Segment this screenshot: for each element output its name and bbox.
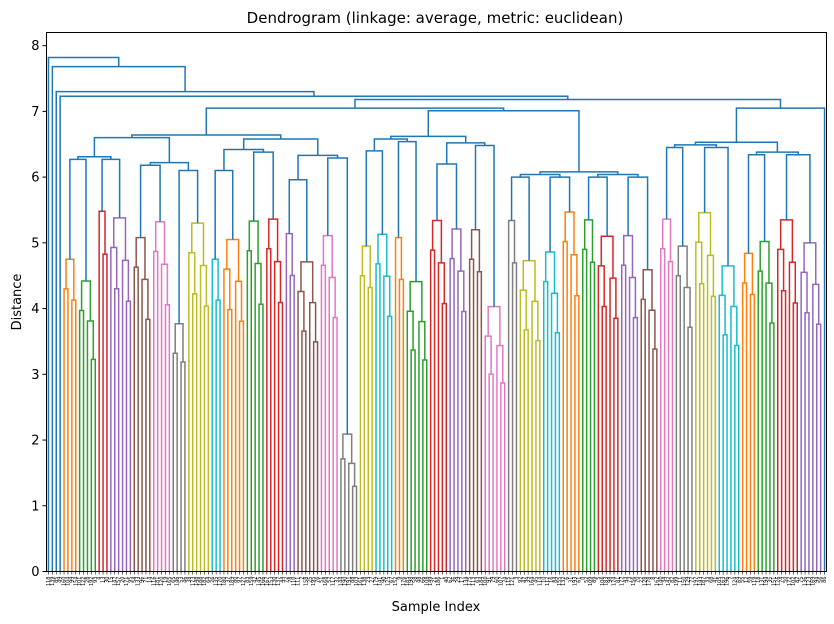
y-tick-label: 5 — [31, 236, 39, 251]
y-tick-label: 8 — [31, 39, 39, 54]
y-tick-label: 3 — [31, 368, 39, 383]
y-tick-label: 2 — [31, 434, 39, 449]
y-tick-label: 1 — [31, 499, 39, 514]
y-tick-label: 4 — [31, 302, 39, 317]
y-tick-label: 7 — [31, 105, 39, 120]
chart-title: Dendrogram (linkage: average, metric: eu… — [247, 9, 624, 27]
y-axis-title: Distance — [10, 274, 25, 331]
x-axis-title: Sample Index — [392, 600, 481, 615]
y-tick-label: 6 — [31, 171, 39, 186]
leaf-label: 86 — [822, 577, 828, 583]
y-tick-label: 0 — [31, 565, 39, 580]
